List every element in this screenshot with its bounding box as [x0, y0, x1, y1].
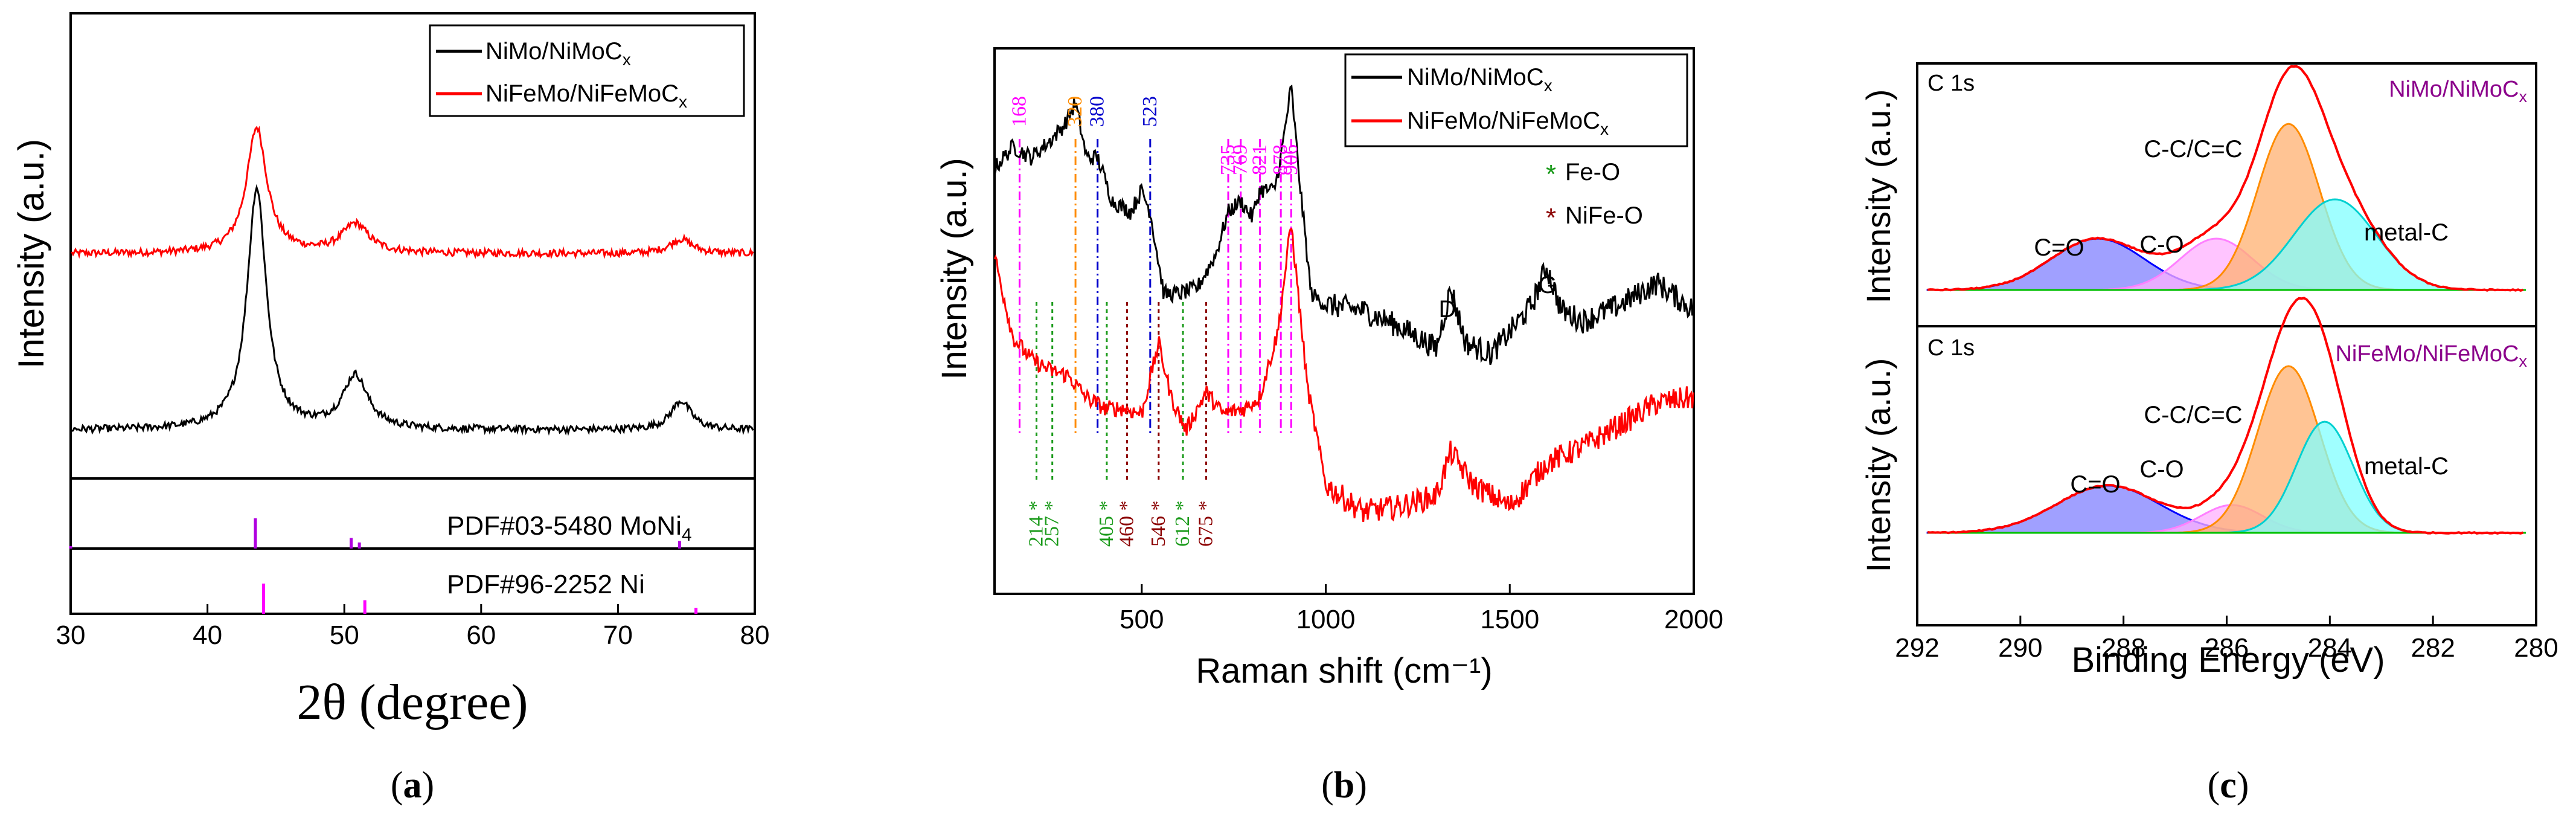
panel-c-top-core-level: C 1s — [1927, 71, 1975, 96]
panel-c-envelope-line — [1927, 297, 2524, 535]
panel-c-y-label-top: Intensity (a.u.) — [1859, 89, 1897, 304]
panel-a-x-label: 2θ (degree) — [296, 674, 528, 730]
panel-c-bottom-label-metal: metal-C — [2364, 453, 2449, 480]
panel-b-annotation-label: 821 — [1248, 144, 1270, 175]
panel-c-caption: (c) — [2208, 765, 2249, 806]
panel-b-annotation-label: 523 — [1139, 96, 1161, 127]
panel-b-legend-box — [1344, 53, 1688, 147]
panel-b-annotation-label: 906 — [1280, 144, 1302, 175]
panel-b-annotation-label: 460 * — [1115, 501, 1138, 547]
panel-b-annotation-label: 675 * — [1194, 501, 1217, 547]
panel-c-bottom-sample: NiFeMo/NiFeMoCx — [2335, 341, 2527, 370]
panel-b-annotation-label: 257 * — [1041, 501, 1063, 547]
panel-c-x-tick-label: 282 — [2411, 633, 2455, 663]
panel-c-bottom-core-level: C 1s — [1927, 335, 1975, 361]
panel-c-top-label-metal: metal-C — [2364, 219, 2449, 246]
panel-b-series-line — [993, 84, 1694, 365]
panel-c-top-label-cc: C-C/C=C — [2144, 136, 2242, 163]
panel-b-x-label: Raman shift (cm⁻¹) — [1196, 651, 1492, 691]
panel-c-envelope-line — [1927, 65, 2524, 292]
panel-b-legend-entry-2: NiFeMo/NiFeMoCx — [1407, 108, 1609, 138]
panel-b-annotation-label: 612 * — [1171, 501, 1194, 547]
panel-b-marker-feo-symbol: * — [1546, 159, 1556, 189]
panel-c-x-tick-label: 284 — [2308, 633, 2352, 663]
panel-b-annotation-label: 380 — [1086, 96, 1109, 127]
panel-c-bottom-label-co-single: C-O — [2139, 456, 2184, 483]
panel-b-marker-nifeo-symbol: * — [1546, 203, 1556, 233]
panel-c: C 1s NiMo/NiMoCx C 1s NiFeMo/NiFeMoCx C=… — [1859, 62, 2558, 806]
panel-b-annotation-label: 168 — [1008, 96, 1030, 127]
panel-a-ref-label-2: PDF#96-2252 Ni — [447, 570, 645, 599]
panel-a-series-line — [71, 184, 754, 436]
panel-c-bottom-label-co-double: C=O — [2070, 471, 2120, 498]
panel-c-top-sample: NiMo/NiMoCx — [2389, 77, 2527, 106]
panel-b-annotation-label: 769 — [1229, 144, 1252, 175]
panel-b-x-tick-label: 2000 — [1664, 605, 1723, 634]
panel-c-y-label-bottom: Intensity (a.u.) — [1859, 358, 1897, 573]
panel-a-x-tick-label: 80 — [740, 620, 770, 650]
panel-a-legend-box — [429, 24, 745, 117]
panel-a-series-line — [71, 126, 754, 260]
panel-b-series-line — [993, 228, 1694, 523]
panel-b-band-d: D — [1439, 296, 1456, 323]
panel-c-bottom-label-cc: C-C/C=C — [2144, 402, 2242, 428]
panel-b-x-tick-label: 500 — [1120, 605, 1164, 634]
panel-b-annotation-label: 546 * — [1147, 501, 1170, 547]
panel-a-ref-label-1: PDF#03-5480 MoNi4 — [447, 511, 692, 545]
panel-b-marker-feo-label: Fe-O — [1565, 159, 1620, 185]
panel-b-frame — [993, 47, 1695, 595]
panel-b-annotation-label: 405 * — [1095, 501, 1118, 547]
panel-c-x-tick-label: 290 — [1998, 633, 2042, 663]
panel-a-frame — [69, 12, 756, 615]
panel-a-legend-entry-1: NiMo/NiMoCx — [485, 38, 631, 69]
panel-c-x-tick-label: 280 — [2514, 633, 2558, 663]
panel-a-caption: (a) — [391, 765, 434, 806]
panel-b-y-label: Intensity (a.u.) — [935, 158, 974, 379]
panel-c-x-tick-label: 286 — [2205, 633, 2249, 663]
panel-c-top-label-co-double: C=O — [2034, 234, 2084, 261]
panel-a-x-tick-label: 50 — [330, 620, 359, 650]
panel-c-x-label: Binding Energy (eV) — [2071, 640, 2385, 680]
panel-a-x-tick-label: 40 — [193, 620, 222, 650]
panel-a-y-label: Intensity (a.u.) — [11, 139, 51, 369]
panel-a-x-tick-label: 30 — [56, 620, 86, 650]
panel-a-legend-entry-2: NiFeMo/NiFeMoCx — [485, 80, 687, 111]
panel-b-caption: (b) — [1321, 765, 1367, 806]
panel-b-x-tick-label: 1500 — [1480, 605, 1539, 634]
panel-c-x-tick-label: 288 — [2101, 633, 2145, 663]
panel-b-annotation-label: 320 — [1064, 96, 1086, 127]
panel-b-band-g: G — [1538, 272, 1557, 298]
panel-b-annotation-label: 878 — [1269, 144, 1292, 175]
panel-a-x-tick-label: 60 — [466, 620, 496, 650]
panel-c-x-tick-label: 292 — [1895, 633, 1939, 663]
panel-c-top-label-co-single: C-O — [2139, 231, 2184, 258]
panel-b-x-tick-label: 1000 — [1296, 605, 1356, 634]
panel-b-marker-nifeo-label: NiFe-O — [1565, 202, 1643, 229]
panel-b-legend-entry-1: NiMo/NiMoCx — [1407, 64, 1552, 95]
panel-a-x-tick-label: 70 — [603, 620, 633, 650]
panel-b-annotation-label: 735 — [1217, 144, 1239, 175]
panel-b-annotation-label: 214 * — [1025, 501, 1047, 547]
panel-a: PDF#03-5480 MoNi4 PDF#96-2252 Ni NiMo/Ni… — [11, 12, 770, 806]
